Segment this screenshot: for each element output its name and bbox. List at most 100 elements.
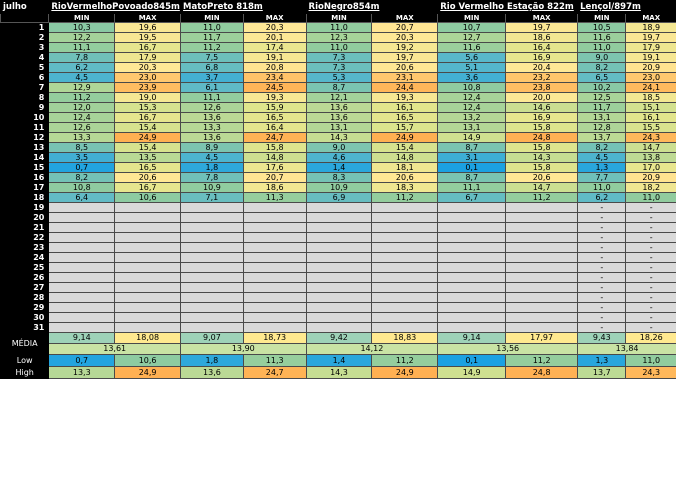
min-cell[interactable]: 7,8 [180, 172, 244, 183]
day-label[interactable]: 17 [0, 182, 50, 193]
empty-cell[interactable] [242, 272, 307, 283]
max-header[interactable]: MAX [242, 13, 307, 23]
empty-cell[interactable] [242, 292, 307, 303]
min-cell[interactable]: 4,6 [305, 152, 373, 163]
empty-cell[interactable] [48, 202, 116, 213]
max-cell[interactable]: 18,1 [371, 162, 439, 173]
max-cell[interactable]: 23,2 [505, 72, 579, 83]
empty-cell[interactable]: - [577, 212, 627, 223]
empty-cell[interactable] [180, 292, 244, 303]
min-cell[interactable]: 7,3 [305, 52, 373, 63]
empty-cell[interactable] [242, 322, 307, 333]
min-cell[interactable]: 8,2 [48, 172, 116, 183]
min-cell[interactable]: 11,1 [48, 42, 116, 53]
max-cell[interactable]: 20,0 [505, 92, 579, 103]
mean-cell[interactable]: 14,12 [305, 343, 439, 355]
empty-cell[interactable] [242, 302, 307, 313]
empty-cell[interactable] [114, 212, 182, 223]
max-cell[interactable]: 15,1 [625, 102, 676, 113]
min-cell[interactable]: 11,6 [437, 42, 507, 53]
day-label[interactable]: 10 [0, 112, 50, 123]
empty-cell[interactable]: - [577, 322, 627, 333]
max-cell[interactable]: 14,8 [371, 152, 439, 163]
low-max-cell[interactable]: 11,3 [242, 354, 307, 367]
max-cell[interactable]: 18,9 [625, 22, 676, 33]
high-min-cell[interactable]: 13,7 [577, 366, 627, 379]
empty-cell[interactable] [305, 322, 373, 333]
max-cell[interactable]: 24,7 [242, 132, 307, 143]
empty-cell[interactable] [114, 302, 182, 313]
min-cell[interactable]: 13,1 [305, 122, 373, 133]
min-cell[interactable]: 12,8 [577, 122, 627, 133]
empty-cell[interactable] [242, 262, 307, 273]
min-cell[interactable]: 11,0 [180, 22, 244, 33]
media-min-cell[interactable]: 9,14 [48, 332, 116, 344]
empty-cell[interactable]: - [577, 292, 627, 303]
low-min-cell[interactable]: 0,7 [48, 354, 116, 367]
max-cell[interactable]: 16,7 [114, 42, 182, 53]
min-cell[interactable]: 12,4 [437, 92, 507, 103]
max-cell[interactable]: 19,1 [242, 52, 307, 63]
day-label[interactable]: 5 [0, 62, 50, 73]
station-header[interactable]: MatoPreto 818m [180, 0, 307, 14]
max-cell[interactable]: 19,7 [371, 52, 439, 63]
empty-cell[interactable] [371, 282, 439, 293]
max-cell[interactable]: 20,9 [625, 62, 676, 73]
station-header[interactable]: Lençol/897m [577, 0, 676, 14]
min-cell[interactable]: 9,0 [305, 142, 373, 153]
empty-cell[interactable] [505, 292, 579, 303]
empty-cell[interactable] [505, 262, 579, 273]
min-cell[interactable]: 0,1 [437, 162, 507, 173]
day-label[interactable]: 2 [0, 32, 50, 43]
min-cell[interactable]: 12,0 [48, 102, 116, 113]
max-cell[interactable]: 18,5 [625, 92, 676, 103]
min-cell[interactable]: 3,7 [180, 72, 244, 83]
empty-cell[interactable] [242, 202, 307, 213]
empty-cell[interactable] [505, 282, 579, 293]
min-cell[interactable]: 7,5 [180, 52, 244, 63]
day-label[interactable]: 3 [0, 42, 50, 53]
min-cell[interactable]: 8,7 [305, 82, 373, 93]
high-max-cell[interactable]: 24,9 [114, 366, 182, 379]
empty-cell[interactable] [437, 282, 507, 293]
day-label[interactable]: 7 [0, 82, 50, 93]
max-cell[interactable]: 19,7 [505, 22, 579, 33]
max-cell[interactable]: 14,3 [505, 152, 579, 163]
min-cell[interactable]: 6,9 [305, 192, 373, 203]
max-cell[interactable]: 20,6 [505, 172, 579, 183]
min-cell[interactable]: 13,3 [48, 132, 116, 143]
min-cell[interactable]: 12,9 [48, 82, 116, 93]
min-cell[interactable]: 13,1 [577, 112, 627, 123]
day-label[interactable]: 16 [0, 172, 50, 183]
max-cell[interactable]: 11,2 [371, 192, 439, 203]
empty-cell[interactable]: - [625, 272, 676, 283]
empty-cell[interactable] [114, 222, 182, 233]
max-cell[interactable]: 15,8 [505, 122, 579, 133]
empty-cell[interactable] [180, 242, 244, 253]
min-cell[interactable]: 3,1 [437, 152, 507, 163]
min-cell[interactable]: 11,2 [180, 42, 244, 53]
empty-cell[interactable] [505, 322, 579, 333]
empty-cell[interactable] [305, 302, 373, 313]
min-cell[interactable]: 11,0 [577, 42, 627, 53]
high-min-cell[interactable]: 14,3 [305, 366, 373, 379]
day-label[interactable]: 9 [0, 102, 50, 113]
min-cell[interactable]: 10,9 [305, 182, 373, 193]
max-cell[interactable]: 23,8 [505, 82, 579, 93]
max-cell[interactable]: 18,6 [505, 32, 579, 43]
min-cell[interactable]: 1,4 [305, 162, 373, 173]
empty-cell[interactable] [371, 312, 439, 323]
high-max-cell[interactable]: 24,7 [242, 366, 307, 379]
min-cell[interactable]: 6,4 [48, 192, 116, 203]
min-cell[interactable]: 9,0 [577, 52, 627, 63]
max-cell[interactable]: 20,9 [625, 172, 676, 183]
min-cell[interactable]: 6,7 [437, 192, 507, 203]
empty-cell[interactable]: - [577, 262, 627, 273]
max-cell[interactable]: 19,2 [371, 42, 439, 53]
empty-cell[interactable] [48, 252, 116, 263]
max-cell[interactable]: 20,1 [242, 32, 307, 43]
min-header[interactable]: MIN [577, 13, 627, 23]
min-cell[interactable]: 7,7 [577, 172, 627, 183]
min-cell[interactable]: 8,9 [180, 142, 244, 153]
min-cell[interactable]: 5,3 [305, 72, 373, 83]
